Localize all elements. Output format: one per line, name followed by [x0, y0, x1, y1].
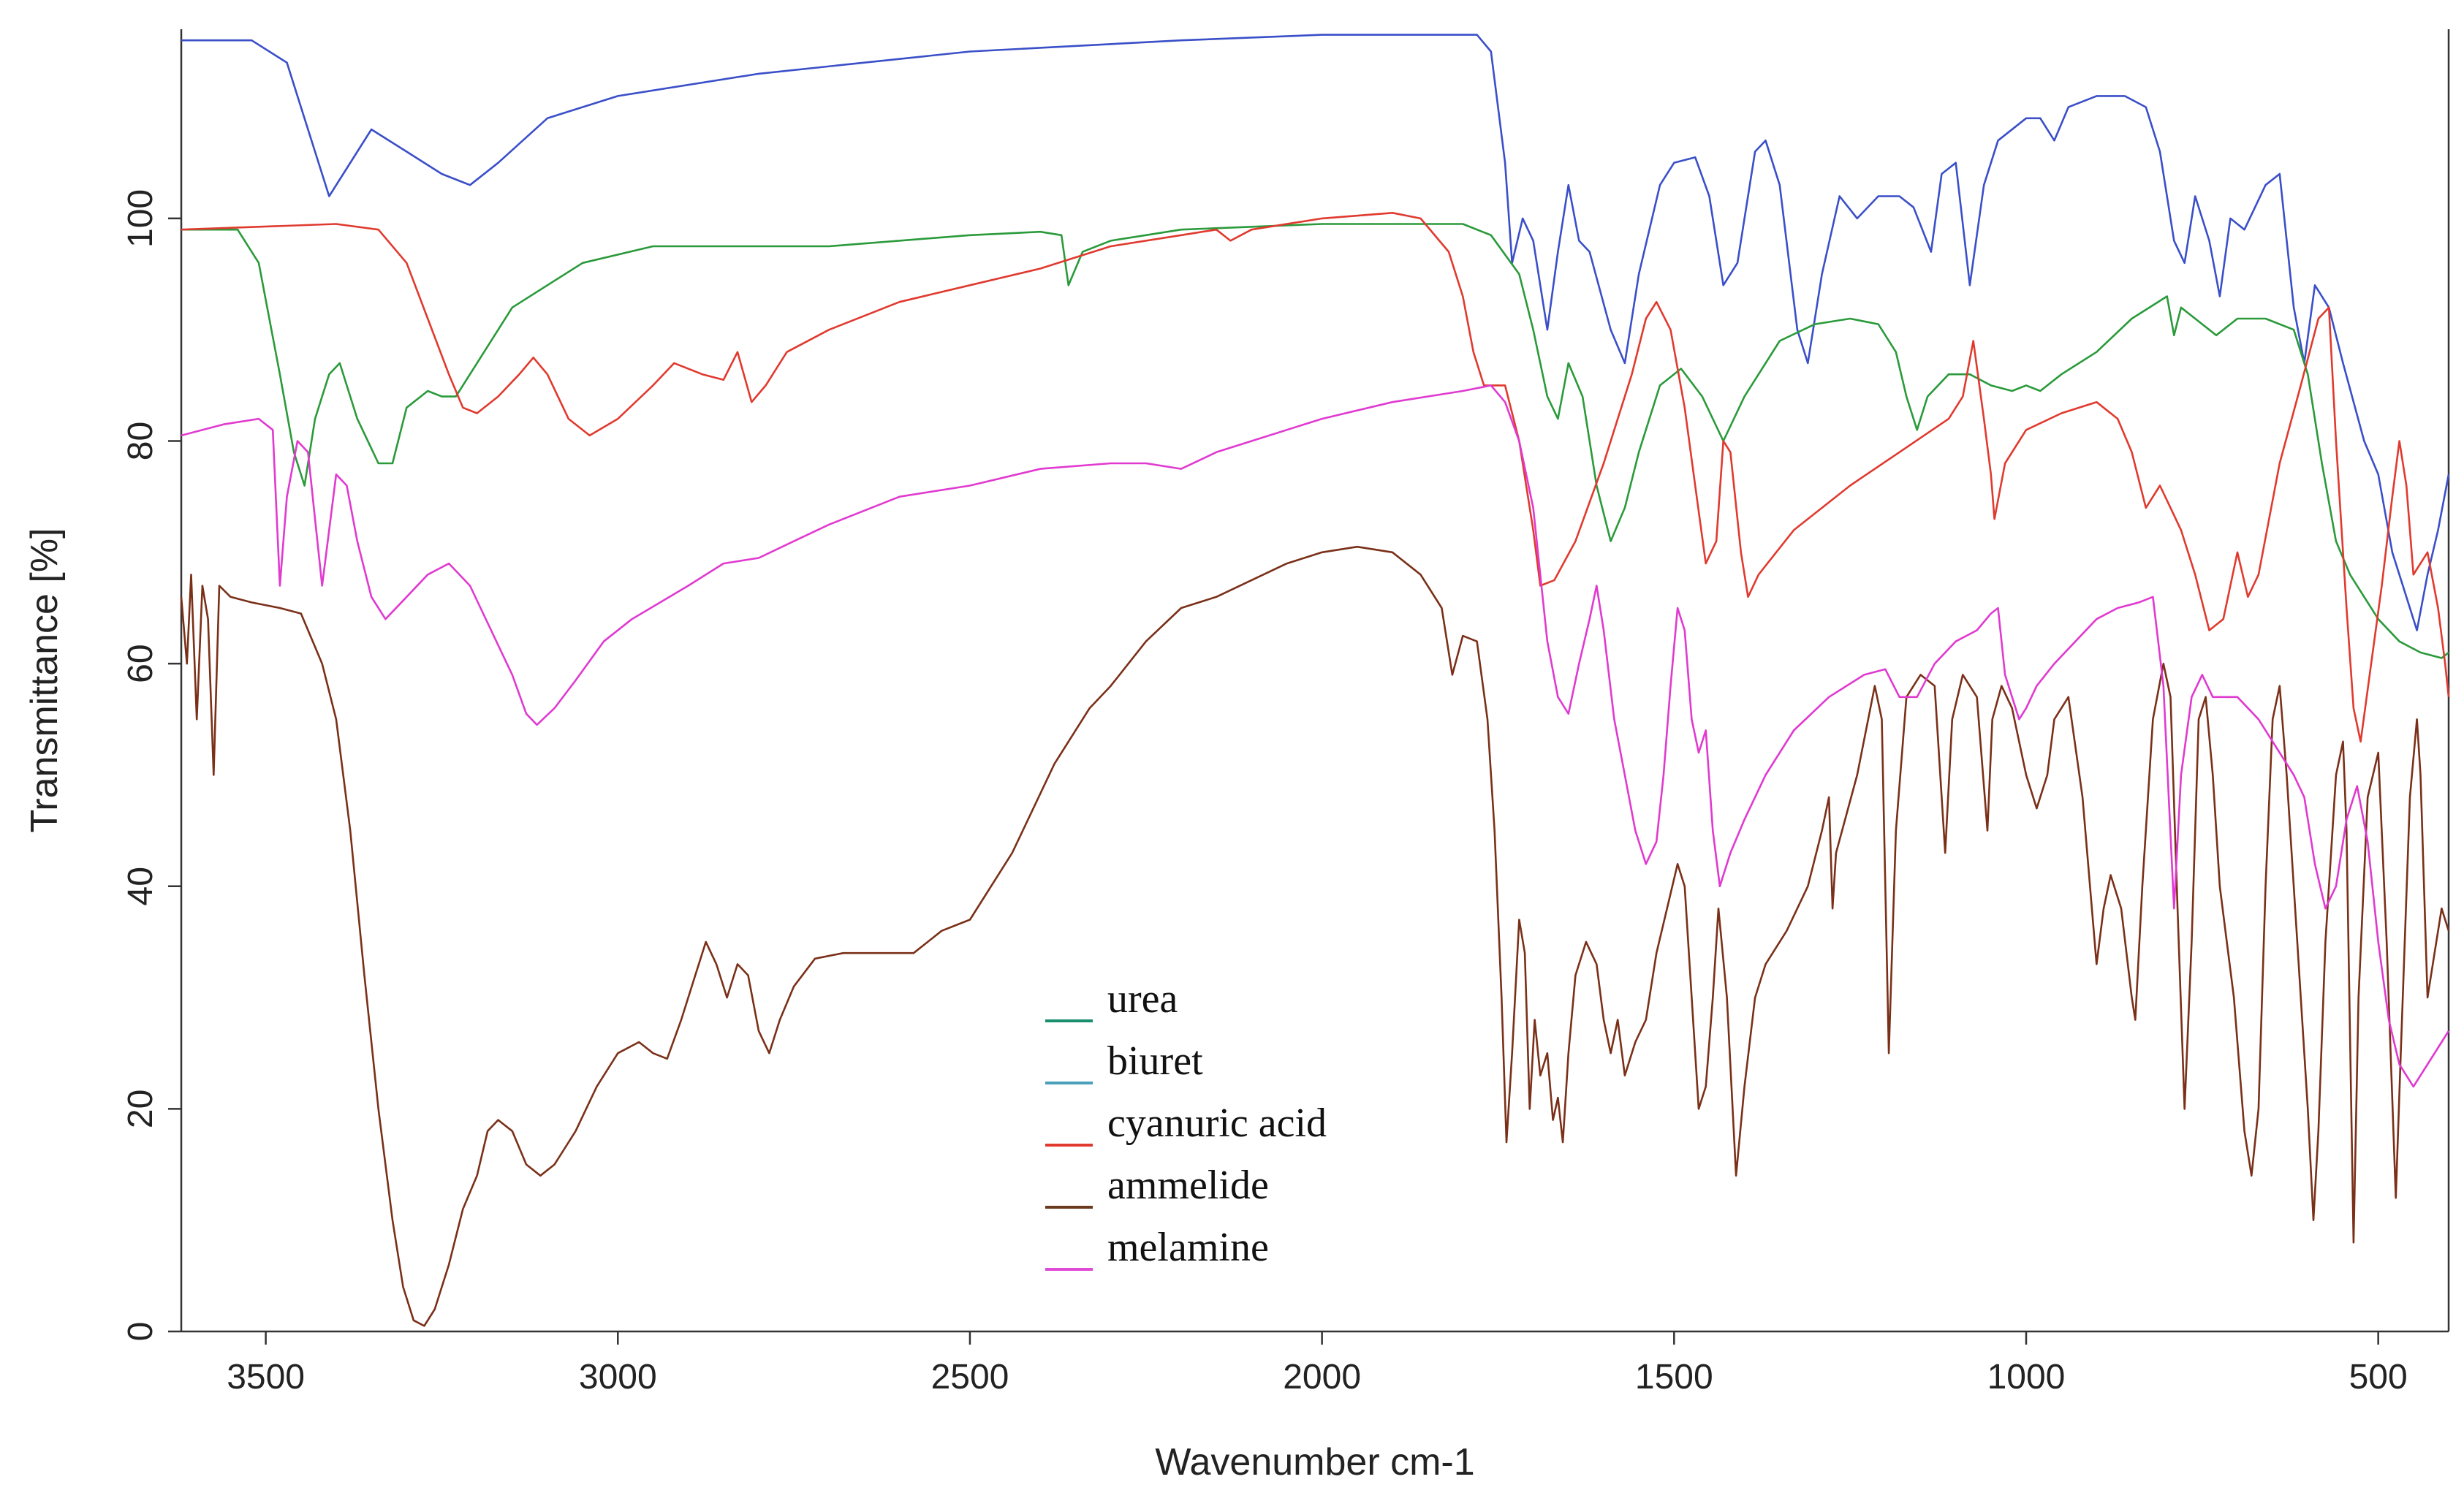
series-line-cyanuric-acid: [181, 212, 2450, 743]
x-axis-title: Wavenumber cm-1: [1155, 1441, 1474, 1483]
legend-label: melamine: [1107, 1225, 1269, 1270]
series: [180, 34, 2450, 1327]
axes: [180, 29, 2450, 1333]
legend: urea biuret cyanuric acid ammelide melamine: [1045, 976, 1327, 1271]
x-tick-label: 500: [2349, 1358, 2408, 1396]
y-tick-label: 100: [121, 189, 160, 248]
x-tick-label: 1500: [1635, 1358, 1713, 1396]
y-tick-label: 20: [121, 1090, 160, 1128]
x-tick-label: 2000: [1283, 1358, 1361, 1396]
series-line-urea: [181, 223, 2449, 659]
series-line-biuret: [181, 34, 2450, 631]
y-tick-label: 80: [121, 422, 160, 460]
x-tick-label: 3000: [579, 1358, 657, 1396]
legend-label: urea: [1107, 976, 1178, 1022]
y-tick-label: 60: [121, 644, 160, 683]
legend-label: biuret: [1107, 1038, 1203, 1084]
y-tick-label: 0: [121, 1322, 160, 1342]
axis-titles: Wavenumber cm-1 Transmittance [%]: [23, 528, 1475, 1483]
legend-label: cyanuric acid: [1107, 1101, 1327, 1146]
ticks: 3500 3000 2500 2000 1500 1000 500 0 20 40 60 80 100: [121, 189, 2408, 1396]
x-tick-label: 1000: [1987, 1358, 2066, 1396]
legend-label: ammelide: [1107, 1163, 1269, 1208]
series-line-ammelide: [180, 545, 2450, 1327]
y-axis-title: Transmittance [%]: [23, 528, 66, 832]
series-line-melamine: [181, 384, 2450, 1088]
x-tick-label: 3500: [227, 1358, 305, 1396]
x-tick-label: 2500: [931, 1358, 1009, 1396]
y-tick-label: 40: [121, 867, 160, 905]
